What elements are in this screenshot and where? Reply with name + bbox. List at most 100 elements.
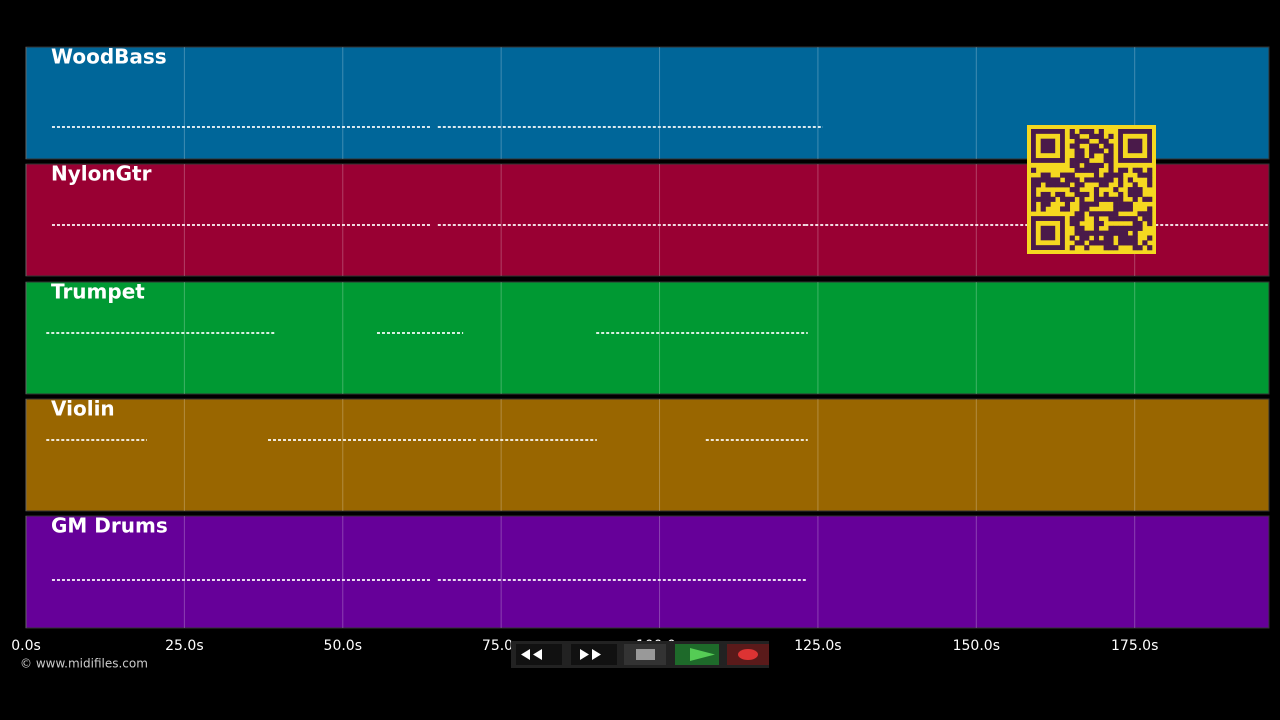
qr-module bbox=[1113, 172, 1119, 178]
qr-module bbox=[1079, 153, 1085, 159]
qr-module bbox=[1093, 201, 1100, 207]
record-icon bbox=[738, 649, 758, 660]
qr-module bbox=[1074, 182, 1080, 188]
qr-module bbox=[1089, 167, 1095, 173]
qr-module bbox=[1137, 225, 1143, 231]
qr-module bbox=[1084, 167, 1090, 173]
qr-module bbox=[1079, 240, 1085, 246]
qr-module bbox=[1079, 167, 1085, 173]
qr-module bbox=[1040, 196, 1046, 202]
qr-module bbox=[1118, 216, 1124, 222]
qr-module bbox=[1103, 153, 1109, 159]
qr-module bbox=[1113, 187, 1119, 193]
qr-module bbox=[1103, 182, 1109, 188]
qr-module bbox=[1069, 162, 1075, 169]
track-lane bbox=[25, 281, 1270, 395]
qr-module bbox=[1118, 201, 1124, 207]
qr-module bbox=[1079, 148, 1085, 154]
qr-module bbox=[1108, 177, 1114, 183]
qr-module bbox=[1118, 182, 1124, 188]
qr-module bbox=[1089, 153, 1095, 159]
qr-module bbox=[1132, 216, 1138, 222]
record-button[interactable] bbox=[727, 644, 769, 665]
qr-module bbox=[1103, 138, 1109, 144]
track-lane bbox=[25, 398, 1270, 512]
qr-module bbox=[1064, 182, 1071, 188]
qr-module bbox=[1031, 177, 1037, 183]
qr-module bbox=[1108, 225, 1114, 231]
qr-module bbox=[1074, 211, 1080, 217]
qr-module bbox=[1108, 148, 1114, 154]
qr-module bbox=[1108, 240, 1114, 246]
track-name: Trumpet bbox=[51, 280, 145, 304]
qr-module bbox=[1122, 216, 1129, 222]
qr-module bbox=[1098, 133, 1104, 139]
qr-module bbox=[1031, 187, 1037, 193]
qr-module bbox=[1103, 235, 1109, 241]
qr-module bbox=[1122, 225, 1129, 231]
qr-module bbox=[1113, 245, 1119, 251]
qr-module bbox=[1064, 177, 1071, 183]
qr-module bbox=[1050, 177, 1056, 183]
qr-module bbox=[1089, 162, 1095, 169]
transport bbox=[511, 641, 769, 668]
qr-module bbox=[1122, 167, 1129, 173]
qr-module bbox=[1079, 216, 1085, 222]
qr-module bbox=[1069, 245, 1075, 251]
qr-module bbox=[1118, 196, 1124, 202]
qr-module bbox=[1113, 230, 1119, 236]
track-name: Violin bbox=[51, 397, 115, 421]
qr-module bbox=[1098, 230, 1104, 236]
qr-module bbox=[1093, 216, 1100, 222]
qr-module bbox=[1079, 158, 1085, 164]
qr-module bbox=[1084, 230, 1090, 236]
qr-module bbox=[1137, 191, 1143, 198]
qr-module bbox=[1074, 220, 1080, 227]
qr-module bbox=[1069, 129, 1075, 135]
qr-module bbox=[1040, 201, 1046, 207]
qr-module bbox=[1147, 235, 1153, 241]
qr-module bbox=[1113, 225, 1119, 231]
qr-module bbox=[1093, 235, 1100, 241]
rewind-button[interactable] bbox=[516, 644, 562, 665]
qr-module bbox=[1069, 133, 1075, 139]
stop-icon bbox=[636, 649, 655, 660]
qr-module bbox=[1074, 177, 1080, 183]
qr-module bbox=[1147, 196, 1153, 202]
qr-module bbox=[1127, 187, 1133, 193]
play-button[interactable] bbox=[675, 644, 719, 665]
forward-button[interactable] bbox=[571, 644, 617, 665]
qr-module bbox=[1079, 235, 1085, 241]
x-tick-label: 75.0s bbox=[482, 638, 520, 654]
qr-module bbox=[1113, 196, 1119, 202]
qr-module bbox=[1132, 220, 1138, 227]
qr-module bbox=[1137, 211, 1143, 217]
qr-module bbox=[1108, 167, 1114, 173]
qr-module bbox=[1074, 225, 1080, 231]
qr-module bbox=[1142, 211, 1148, 217]
qr-module bbox=[1108, 172, 1114, 178]
qr-module bbox=[1074, 191, 1080, 198]
qr-module bbox=[1147, 211, 1153, 217]
qr-module bbox=[1103, 196, 1109, 202]
qr-module bbox=[1069, 187, 1075, 193]
qr-module bbox=[1074, 167, 1080, 173]
qr-module bbox=[1118, 191, 1124, 198]
qr-module bbox=[1035, 177, 1041, 183]
qr-module bbox=[1060, 191, 1066, 198]
qr-module bbox=[1098, 138, 1104, 144]
qr-module bbox=[1098, 129, 1104, 135]
stop-button[interactable] bbox=[624, 644, 666, 665]
qr-module bbox=[1064, 206, 1071, 212]
qr-module bbox=[1103, 245, 1109, 251]
qr-module bbox=[1093, 230, 1100, 236]
qr-module bbox=[1118, 206, 1124, 212]
qr-module bbox=[1113, 211, 1119, 217]
qr-module bbox=[1055, 177, 1061, 183]
qr-module bbox=[1118, 172, 1124, 178]
qr-module bbox=[1045, 191, 1051, 198]
qr-module bbox=[1108, 211, 1114, 217]
qr-module bbox=[1045, 196, 1051, 202]
qr-module bbox=[1064, 196, 1071, 202]
qr-module bbox=[1079, 138, 1085, 144]
